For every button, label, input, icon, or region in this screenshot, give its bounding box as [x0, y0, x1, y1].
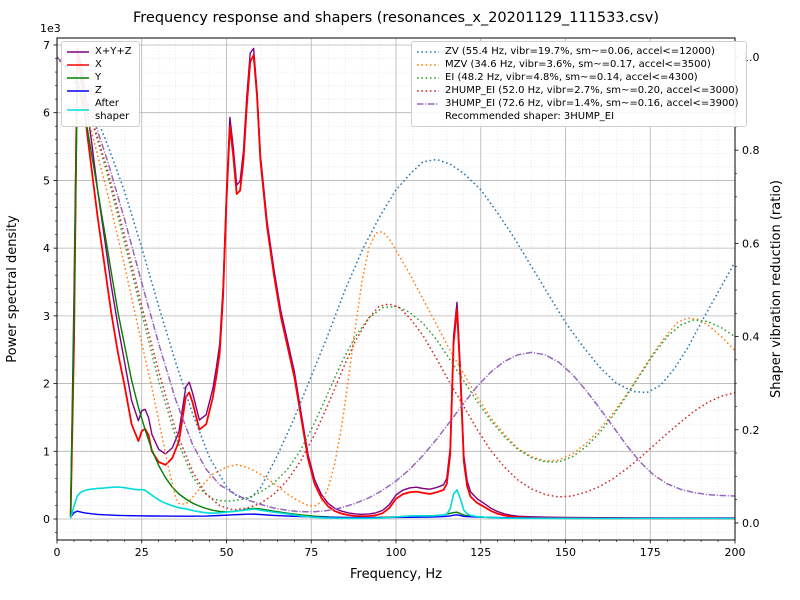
x-tick-label: 0 [54, 546, 61, 559]
x-tick-label: 150 [555, 546, 576, 559]
legend-item-x: X [66, 58, 132, 71]
y-right-tick-label: 0.4 [742, 331, 760, 344]
legend-item-z: Z [66, 84, 132, 97]
legend-label: 2HUMP_EI (52.0 Hz, vibr=2.7%, sm~=0.20, … [445, 85, 739, 96]
y-left-tick-label: 1 [43, 445, 50, 458]
axis-ticks: 0 25 50 75 100 125 150 175 200 0 1 2 3 4 5 6 7 0.0 0.2 0.4 0… [43, 39, 760, 559]
legend-label: Y [95, 72, 102, 83]
y-right-axis-label: Shaper vibration reduction (ratio) [769, 180, 784, 398]
curve-x-y-z [69, 47, 735, 519]
legend-item-2hump-ei: 2HUMP_EI (52.0 Hz, vibr=2.7%, sm~=0.20, … [416, 84, 739, 97]
y-left-tick-label: 5 [43, 174, 50, 187]
x-tick-label: 175 [640, 546, 661, 559]
curve-ei [57, 56, 735, 502]
legend-item-after-shaper: After shaper [66, 97, 132, 123]
y-right-tick-label: 0.8 [742, 144, 760, 157]
legend-line-sample [417, 76, 439, 79]
legend-item-recommendation: Recommended shaper: 3HUMP_EI [416, 110, 739, 123]
legend-item-x-y-z: X+Y+Z [66, 45, 132, 58]
y-left-tick-label: 6 [43, 107, 50, 120]
curve-z [70, 510, 735, 519]
y-left-tick-label: 0 [43, 513, 50, 526]
legend-line-sample [67, 89, 89, 92]
y-axis-offset-label: 1e3 [40, 22, 61, 35]
y-left-tick-label: 7 [43, 39, 50, 52]
curve-zv [57, 56, 735, 500]
y-right-tick-label: 0.6 [742, 237, 760, 250]
x-tick-label: 50 [220, 546, 234, 559]
x-tick-label: 75 [304, 546, 318, 559]
curve-after-shaper [69, 486, 735, 520]
legend-item-zv: ZV (55.4 Hz, vibr=19.7%, sm~=0.06, accel… [416, 45, 739, 58]
legend-line-sample [67, 109, 89, 111]
legend-line-sample [417, 102, 439, 105]
legend-label: 3HUMP_EI (72.6 Hz, vibr=1.4%, sm~=0.16, … [445, 98, 739, 109]
x-axis-label: Frequency, Hz [350, 567, 442, 582]
legend-shapers: ZV (55.4 Hz, vibr=19.7%, sm~=0.06, accel… [411, 41, 747, 127]
y-right-tick-label: 0.0 [742, 517, 760, 530]
y-left-tick-label: 4 [43, 242, 50, 255]
legend-label: X+Y+Z [95, 46, 132, 57]
legend-line-sample [417, 50, 439, 53]
legend-line-sample [417, 63, 439, 66]
curve-3hump-ei [57, 56, 735, 513]
legend-item-y: Y [66, 71, 132, 84]
legend-label: MZV (34.6 Hz, vibr=3.6%, sm~=0.17, accel… [445, 59, 711, 70]
legend-label: Z [95, 85, 102, 96]
legend-line-sample [67, 76, 89, 79]
legend-label: X [95, 59, 102, 70]
y-left-tick-label: 2 [43, 378, 50, 391]
curve-y [69, 78, 735, 520]
legend-psd: X+Y+Z X Y Z After shaper [61, 41, 140, 127]
x-tick-label: 100 [386, 546, 407, 559]
x-tick-label: 25 [135, 546, 149, 559]
legend-item-3hump-ei: 3HUMP_EI (72.6 Hz, vibr=1.4%, sm~=0.16, … [416, 97, 739, 110]
legend-label: EI (48.2 Hz, vibr=4.8%, sm~=0.14, accel<… [445, 72, 698, 83]
y-left-axis-label: Power spectral density [5, 215, 20, 363]
x-tick-label: 125 [470, 546, 491, 559]
y-left-tick-label: 3 [43, 310, 50, 323]
legend-line-sample [417, 89, 439, 92]
x-tick-label: 200 [725, 546, 746, 559]
chart-title: Frequency response and shapers (resonanc… [133, 10, 659, 26]
legend-label: Recommended shaper: 3HUMP_EI [445, 111, 615, 122]
legend-item-mzv: MZV (34.6 Hz, vibr=3.6%, sm~=0.17, accel… [416, 58, 739, 71]
curves [57, 47, 735, 520]
y-right-tick-label: 0.2 [742, 424, 760, 437]
curve-2hump-ei [57, 56, 735, 511]
curve-mzv [57, 56, 735, 507]
legend-line-sample [67, 63, 89, 66]
legend-line-sample [67, 50, 89, 53]
legend-item-ei: EI (48.2 Hz, vibr=4.8%, sm~=0.14, accel<… [416, 71, 739, 84]
legend-label: After shaper [95, 98, 130, 122]
legend-label: ZV (55.4 Hz, vibr=19.7%, sm~=0.06, accel… [445, 46, 715, 57]
